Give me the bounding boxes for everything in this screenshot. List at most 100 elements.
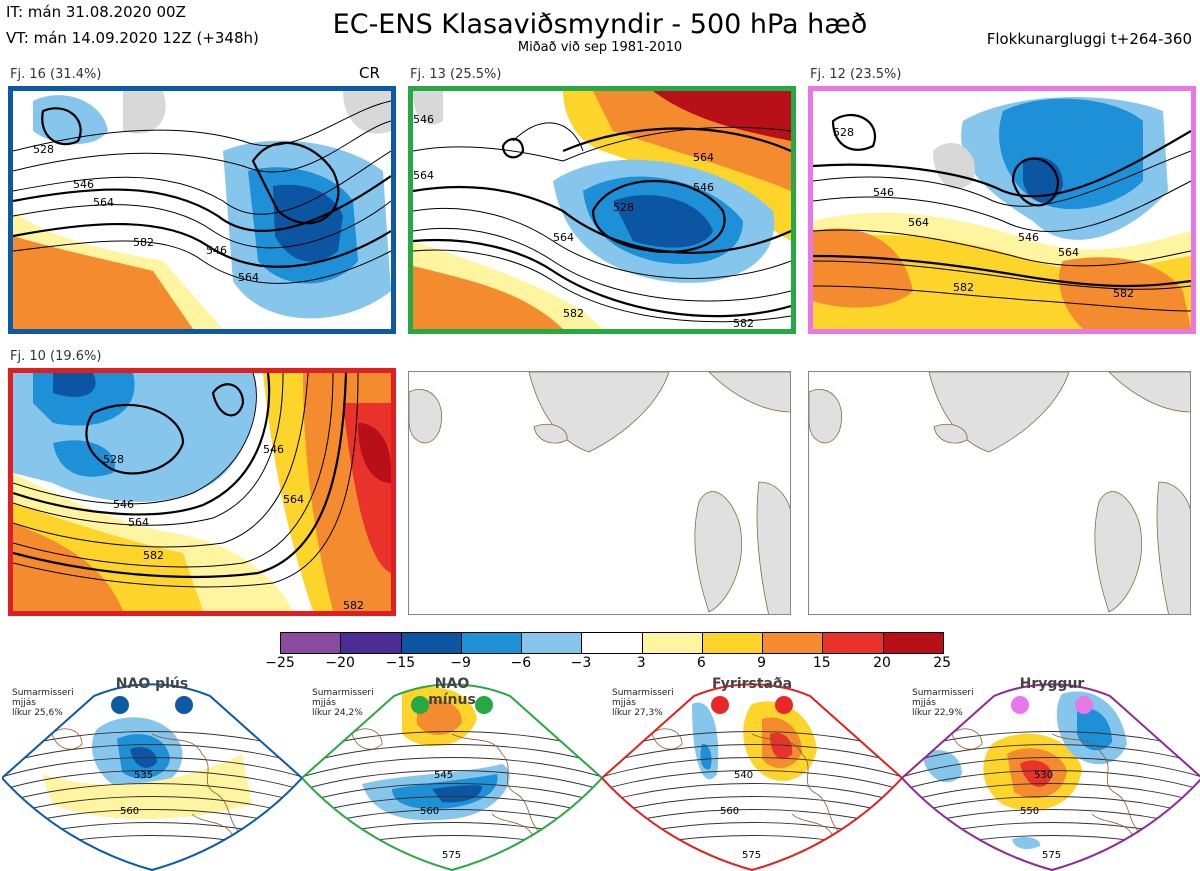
colorbar-tick: 15 <box>812 655 831 671</box>
contour-label: 546 <box>263 443 284 456</box>
colorbar-segment <box>822 633 883 653</box>
colorbar-tick: 20 <box>873 655 891 671</box>
contour-label: 582 <box>133 236 154 249</box>
contour-label: 575 <box>1042 850 1061 861</box>
colorbar-segment <box>340 633 401 653</box>
contour-label: 528 <box>613 201 634 214</box>
contour-label: 564 <box>283 493 304 506</box>
colorbar-segment <box>281 633 341 653</box>
cluster-map-4: 528 546 564 582 546 564 582 <box>8 368 396 616</box>
colorbar-tick: −25 <box>265 655 295 671</box>
page-title: EC-ENS Klasaviðsmyndir - 500 hPa hæð <box>332 9 868 40</box>
colorbar-segment <box>762 633 823 653</box>
contour-label: 540 <box>734 770 753 781</box>
contour-label: 528 <box>833 126 854 139</box>
valid-time: VT: mán 14.09.2020 12Z (+348h) <box>6 29 259 47</box>
contour-label: 564 <box>553 231 574 244</box>
regime-note: Sumarmisseri mjjás líkur 24,2% <box>312 688 374 718</box>
contour-label: 550 <box>1020 806 1039 817</box>
contour-label: 564 <box>238 271 259 284</box>
empty-map-6 <box>808 371 1191 615</box>
contour-label: 582 <box>953 281 974 294</box>
contour-label: 535 <box>134 770 153 781</box>
regime-note-line: mjjás <box>312 698 336 708</box>
regime-name: NAO mínus <box>428 676 476 708</box>
regime-schematic: 545 560 575 <box>302 674 602 871</box>
regime-note-line: Sumarmisseri <box>912 688 974 698</box>
regime-note-line: Sumarmisseri <box>312 688 374 698</box>
contour-label: 564 <box>1058 246 1079 259</box>
contour-label: 564 <box>908 216 929 229</box>
colorbar-tick: −6 <box>510 655 532 671</box>
contour-label: 564 <box>93 196 114 209</box>
classification-window: Flokkunargluggi t+264-360 <box>986 30 1192 48</box>
contour-label: 545 <box>434 770 453 781</box>
contour-label: 560 <box>420 806 439 817</box>
regime-schematic: 535 560 <box>2 674 302 871</box>
contour-label: 546 <box>1018 231 1039 244</box>
colorbar-tick: 25 <box>933 655 952 671</box>
colorbar-tick: 6 <box>696 655 706 671</box>
regime-note-line: líkur 27,3% <box>612 708 663 718</box>
regime-schematic: 530 550 575 <box>902 674 1200 871</box>
contour-label: 582 <box>143 549 164 562</box>
regime-note: Sumarmisseri mjjás líkur 25,6% <box>12 688 74 718</box>
contour-label: 582 <box>733 317 754 329</box>
contour-label: 528 <box>103 453 124 466</box>
colorbar-tick: −3 <box>570 655 592 671</box>
regime-name: Fyrirstaða <box>712 676 793 692</box>
contour-label: 582 <box>1113 287 1134 300</box>
cluster-map-3: 546 564 582 528 546 564 582 <box>808 86 1196 334</box>
regime-note-line: Sumarmisseri <box>12 688 74 698</box>
panel-label-2: Fj. 13 (25.5%) <box>410 67 502 82</box>
colorbar-segment <box>641 633 702 653</box>
contour-label: 582 <box>563 307 584 320</box>
cluster-map-1: 546 564 582 528 546 564 <box>8 86 396 334</box>
panel-label-3: Fj. 12 (23.5%) <box>810 67 902 82</box>
regime-name: Hryggur <box>1019 676 1085 692</box>
init-time: IT: mán 31.08.2020 00Z <box>6 3 186 21</box>
contour-label: 560 <box>120 806 139 817</box>
page-subtitle: Miðað við sep 1981-2010 <box>517 40 683 55</box>
contour-label: 528 <box>33 143 54 156</box>
contour-label: 546 <box>413 113 434 126</box>
regime-note-line: líkur 25,6% <box>12 708 63 718</box>
colorbar-segment <box>460 633 522 653</box>
cluster-map-2: 546 564 582 528 546 564 564 582 <box>408 86 796 334</box>
contour-label: 546 <box>113 498 134 511</box>
regime-note-line: mjjás <box>612 698 636 708</box>
contour-label: 546 <box>206 244 227 257</box>
regime-note: Sumarmisseri mjjás líkur 22,9% <box>912 688 974 718</box>
colorbar-segment <box>882 633 943 653</box>
contour-label: 530 <box>1034 770 1053 781</box>
colorbar <box>280 632 944 654</box>
colorbar-segment <box>400 633 461 653</box>
regime-schematic: 540 560 575 <box>602 674 902 871</box>
regime-name: NAO plús <box>115 676 189 692</box>
regime-note-line: mjjás <box>912 698 936 708</box>
regime-note-line: líkur 24,2% <box>312 708 363 718</box>
colorbar-tick: −9 <box>450 655 471 671</box>
contour-label: 575 <box>442 850 461 861</box>
panel-tag-cr: CR <box>359 64 380 82</box>
contour-label: 546 <box>73 178 94 191</box>
colorbar-tick: 9 <box>757 655 767 671</box>
contour-label: 564 <box>413 169 434 182</box>
contour-label: 564 <box>693 151 714 164</box>
contour-label: 582 <box>343 599 364 611</box>
regime-note: Sumarmisseri mjjás líkur 27,3% <box>612 688 674 718</box>
regime-note-line: mjjás <box>12 698 36 708</box>
regime-note-line: Sumarmisseri <box>612 688 674 698</box>
colorbar-tick: −15 <box>385 655 416 671</box>
colorbar-segment <box>581 633 642 653</box>
colorbar-tick: 3 <box>636 655 646 671</box>
contour-label: 546 <box>693 181 714 194</box>
colorbar-segment <box>521 633 582 653</box>
contour-label: 564 <box>128 516 149 529</box>
colorbar-segment <box>701 633 763 653</box>
colorbar-tick: −20 <box>325 655 355 671</box>
empty-map-5 <box>408 371 791 615</box>
contour-label: 546 <box>873 186 894 199</box>
panel-label-4: Fj. 10 (19.6%) <box>10 349 102 364</box>
regime-note-line: líkur 22,9% <box>912 708 963 718</box>
